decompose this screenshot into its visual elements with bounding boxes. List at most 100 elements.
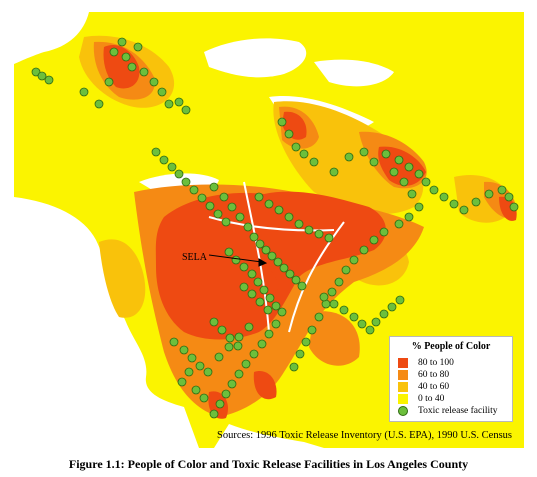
facility-marker bbox=[195, 361, 205, 371]
facility-marker bbox=[277, 307, 287, 317]
facility-marker bbox=[235, 212, 245, 222]
facility-marker bbox=[199, 393, 209, 403]
legend-title: % People of Color bbox=[411, 341, 491, 352]
facility-marker bbox=[504, 192, 514, 202]
facility-marker bbox=[273, 257, 283, 267]
facility-marker bbox=[181, 177, 191, 187]
facility-marker bbox=[261, 245, 271, 255]
facility-marker bbox=[239, 262, 249, 272]
facility-marker bbox=[255, 297, 265, 307]
facility-marker bbox=[369, 157, 379, 167]
facility-marker bbox=[414, 169, 424, 179]
facility-marker bbox=[284, 212, 294, 222]
legend-label: 80 to 100 bbox=[418, 358, 454, 368]
ocean-area bbox=[14, 197, 199, 448]
toxic-release-facilities bbox=[31, 37, 519, 419]
facility-marker bbox=[284, 129, 294, 139]
facility-marker bbox=[279, 263, 289, 273]
facility-marker bbox=[349, 255, 359, 265]
facility-marker bbox=[271, 319, 281, 329]
facility-marker bbox=[44, 75, 54, 85]
legend-item-facility: Toxic release facility bbox=[398, 405, 498, 417]
facility-marker bbox=[295, 349, 305, 359]
legend-label: Toxic release facility bbox=[418, 406, 498, 416]
facility-marker bbox=[449, 199, 459, 209]
facility-marker bbox=[359, 245, 369, 255]
facility-marker bbox=[169, 337, 179, 347]
facility-marker bbox=[231, 255, 241, 265]
facility-marker bbox=[421, 177, 431, 187]
facility-marker bbox=[209, 317, 219, 327]
facility-marker bbox=[117, 37, 127, 47]
facility-marker bbox=[394, 155, 404, 165]
county-map bbox=[14, 12, 524, 448]
facility-marker bbox=[314, 312, 324, 322]
facility-marker bbox=[31, 67, 41, 77]
facility-marker bbox=[37, 71, 47, 81]
facility-marker bbox=[394, 219, 404, 229]
facility-marker bbox=[109, 47, 119, 57]
facility-marker bbox=[319, 292, 329, 302]
facility-marker bbox=[255, 239, 265, 249]
facility-marker bbox=[259, 285, 269, 295]
facility-marker bbox=[389, 167, 399, 177]
facility-marker bbox=[327, 287, 337, 297]
facility-marker bbox=[349, 312, 359, 322]
facility-marker bbox=[243, 222, 253, 232]
legend-item-60-80: 60 to 80 bbox=[398, 369, 449, 381]
facility-marker bbox=[291, 275, 301, 285]
facility-marker bbox=[167, 162, 177, 172]
facility-marker bbox=[439, 192, 449, 202]
facility-marker bbox=[297, 281, 307, 291]
facility-marker bbox=[94, 99, 104, 109]
facility-marker bbox=[209, 409, 219, 419]
facility-marker bbox=[244, 322, 254, 332]
facility-marker bbox=[233, 341, 243, 351]
legend-label: 60 to 80 bbox=[418, 370, 450, 380]
legend-item-0-40: 0 to 40 bbox=[398, 393, 444, 405]
facility-marker bbox=[249, 232, 259, 242]
facility-marker bbox=[291, 142, 301, 152]
facility-marker bbox=[197, 193, 207, 203]
map-legend: % People of Color 80 to 100 60 to 80 40 … bbox=[389, 336, 513, 422]
facility-marker bbox=[234, 332, 244, 342]
facility-marker bbox=[329, 299, 339, 309]
facility-marker bbox=[79, 87, 89, 97]
facility-marker bbox=[365, 325, 375, 335]
facility-marker bbox=[339, 305, 349, 315]
facility-marker bbox=[215, 399, 225, 409]
facility-marker bbox=[299, 149, 309, 159]
legend-swatch bbox=[398, 382, 408, 392]
figure-caption: Figure 1.1: People of Color and Toxic Re… bbox=[68, 457, 469, 471]
facility-marker bbox=[179, 345, 189, 355]
facility-marker bbox=[404, 162, 414, 172]
facility-marker bbox=[371, 317, 381, 327]
facility-marker bbox=[277, 117, 287, 127]
facility-marker bbox=[149, 77, 159, 87]
facility-marker bbox=[307, 325, 317, 335]
facility-marker bbox=[341, 265, 351, 275]
facility-marker bbox=[404, 212, 414, 222]
facility-marker bbox=[174, 97, 184, 107]
facility-marker bbox=[271, 301, 281, 311]
facility-marker bbox=[509, 202, 519, 212]
facility-marker bbox=[219, 192, 229, 202]
facility-marker bbox=[289, 362, 299, 372]
facility-marker bbox=[407, 189, 417, 199]
facility-marker bbox=[285, 269, 295, 279]
facility-icon bbox=[398, 406, 408, 416]
facility-marker bbox=[264, 199, 274, 209]
facility-marker bbox=[324, 233, 334, 243]
facility-marker bbox=[159, 155, 169, 165]
facility-marker bbox=[249, 349, 259, 359]
sources-note: Sources: 1996 Toxic Release Inventory (U… bbox=[217, 430, 512, 441]
coast-lower bbox=[214, 424, 324, 448]
legend-label: 40 to 60 bbox=[418, 382, 450, 392]
facility-marker bbox=[263, 305, 273, 315]
facility-marker bbox=[239, 282, 249, 292]
facility-marker bbox=[399, 177, 409, 187]
mountain-white-2 bbox=[314, 59, 394, 87]
facility-marker bbox=[395, 295, 405, 305]
facility-marker bbox=[359, 147, 369, 157]
facility-marker bbox=[213, 209, 223, 219]
